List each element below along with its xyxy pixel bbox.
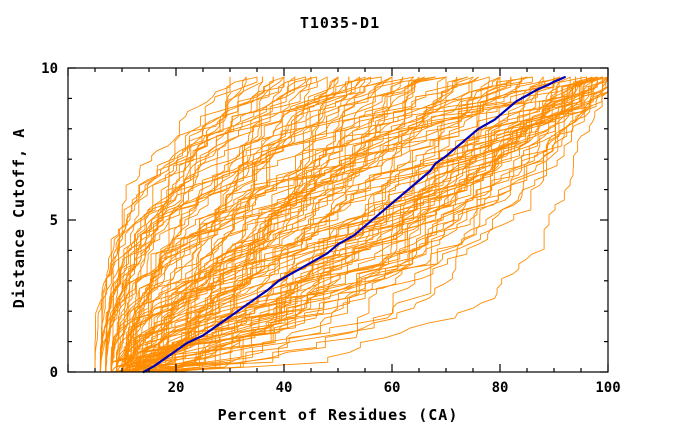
orange-model-curve	[116, 76, 555, 373]
orange-model-curve	[137, 76, 598, 373]
orange-model-curve	[121, 76, 425, 373]
x-axis-label: Percent of Residues (CA)	[217, 406, 459, 424]
y-tick-label: 0	[50, 365, 58, 381]
x-tick-label: 80	[492, 380, 509, 396]
orange-model-curve	[164, 76, 577, 373]
orange-model-curve	[121, 76, 296, 373]
orange-model-curve	[94, 76, 258, 373]
x-tick-label: 100	[595, 380, 620, 396]
orange-model-curve	[170, 76, 598, 373]
orange-model-curve	[116, 76, 587, 373]
orange-model-curve	[121, 76, 361, 373]
orange-model-curve	[121, 76, 296, 373]
orange-model-curve	[126, 76, 317, 373]
orange-model-curve	[121, 76, 544, 373]
orange-model-curve	[175, 76, 609, 373]
orange-model-curve	[110, 76, 415, 373]
orange-model-curve	[159, 76, 604, 373]
orange-model-curve	[94, 76, 258, 373]
y-tick-label: 10	[41, 61, 58, 77]
chart-title: T1035-D1	[299, 14, 381, 32]
orange-model-curve	[143, 76, 582, 373]
orange-model-curve	[105, 76, 436, 373]
orange-model-curve	[105, 76, 382, 373]
orange-model-curve	[99, 76, 274, 373]
orange-model-curve	[143, 76, 501, 373]
x-tick-label: 60	[384, 380, 401, 396]
orange-model-curve	[99, 76, 274, 373]
orange-model-curve	[132, 76, 512, 373]
orange-model-curve	[116, 76, 604, 373]
x-tick-label: 40	[276, 380, 293, 396]
orange-model-curve	[110, 76, 609, 373]
orange-model-curve	[116, 76, 501, 373]
orange-model-curve	[153, 76, 587, 373]
orange-model-curve	[148, 76, 604, 373]
orange-model-curve	[132, 76, 512, 373]
orange-model-curve	[153, 76, 609, 373]
orange-model-curve	[126, 76, 598, 373]
orange-model-curve	[132, 76, 609, 373]
orange-model-curve	[126, 76, 393, 373]
orange-model-curve	[110, 76, 609, 373]
y-axis-label: Distance Cutoff, A	[10, 127, 28, 309]
y-tick-label: 5	[50, 213, 58, 229]
orange-model-curve	[116, 76, 447, 373]
orange-model-curve	[116, 76, 393, 373]
orange-model-curve	[143, 76, 404, 373]
orange-model-curve	[110, 76, 469, 373]
orange-model-curve	[126, 76, 474, 373]
orange-model-curve	[99, 76, 350, 373]
x-tick-label: 20	[168, 380, 185, 396]
orange-model-curve	[143, 76, 404, 373]
orange-model-curve	[137, 76, 371, 373]
blue-highlight-curve	[142, 76, 566, 374]
orange-model-curve	[110, 76, 366, 373]
orange-model-curve	[110, 76, 523, 373]
orange-model-curve	[116, 76, 339, 373]
orange-model-curve	[105, 76, 382, 373]
orange-model-curve	[121, 76, 593, 373]
orange-model-curve	[126, 76, 582, 373]
orange-model-curve	[116, 76, 285, 373]
orange-model-curve	[121, 76, 609, 373]
orange-model-curve	[153, 76, 609, 373]
